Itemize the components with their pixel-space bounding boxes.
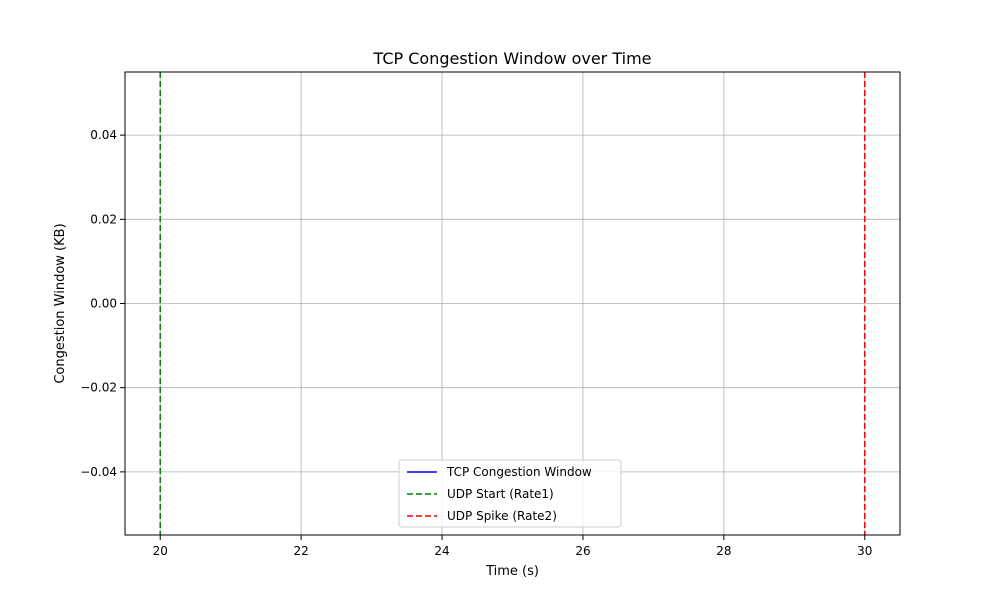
y-tick-label: −0.02 bbox=[80, 381, 117, 395]
y-tick-label: 0.00 bbox=[90, 297, 117, 311]
legend-label: UDP Spike (Rate2) bbox=[447, 509, 557, 523]
legend-box bbox=[398, 459, 622, 528]
legend-label: TCP Congestion Window bbox=[446, 465, 592, 479]
legend-label: UDP Start (Rate1) bbox=[447, 487, 554, 501]
x-tick-label: 28 bbox=[716, 544, 731, 558]
x-tick-label: 20 bbox=[153, 544, 168, 558]
x-tick-label: 30 bbox=[857, 544, 872, 558]
y-tick-label: −0.04 bbox=[80, 465, 117, 479]
x-axis-label: Time (s) bbox=[485, 564, 539, 579]
x-tick-label: 24 bbox=[434, 544, 449, 558]
x-axis-ticks: 20 22 24 26 28 30 bbox=[153, 535, 872, 558]
y-axis-ticks: −0.04 −0.02 0.00 0.02 0.04 bbox=[80, 128, 125, 479]
plot-area bbox=[159, 72, 866, 535]
legend: TCP Congestion Window UDP Start (Rate1) UD… bbox=[398, 459, 622, 528]
x-tick-label: 26 bbox=[575, 544, 590, 558]
x-tick-label: 22 bbox=[293, 544, 308, 558]
y-axis-label: Congestion Window (KB) bbox=[53, 223, 68, 383]
y-tick-label: 0.02 bbox=[90, 212, 117, 226]
y-tick-label: 0.04 bbox=[90, 128, 117, 142]
chart-title: TCP Congestion Window over Time bbox=[372, 49, 651, 68]
grid bbox=[125, 72, 900, 535]
